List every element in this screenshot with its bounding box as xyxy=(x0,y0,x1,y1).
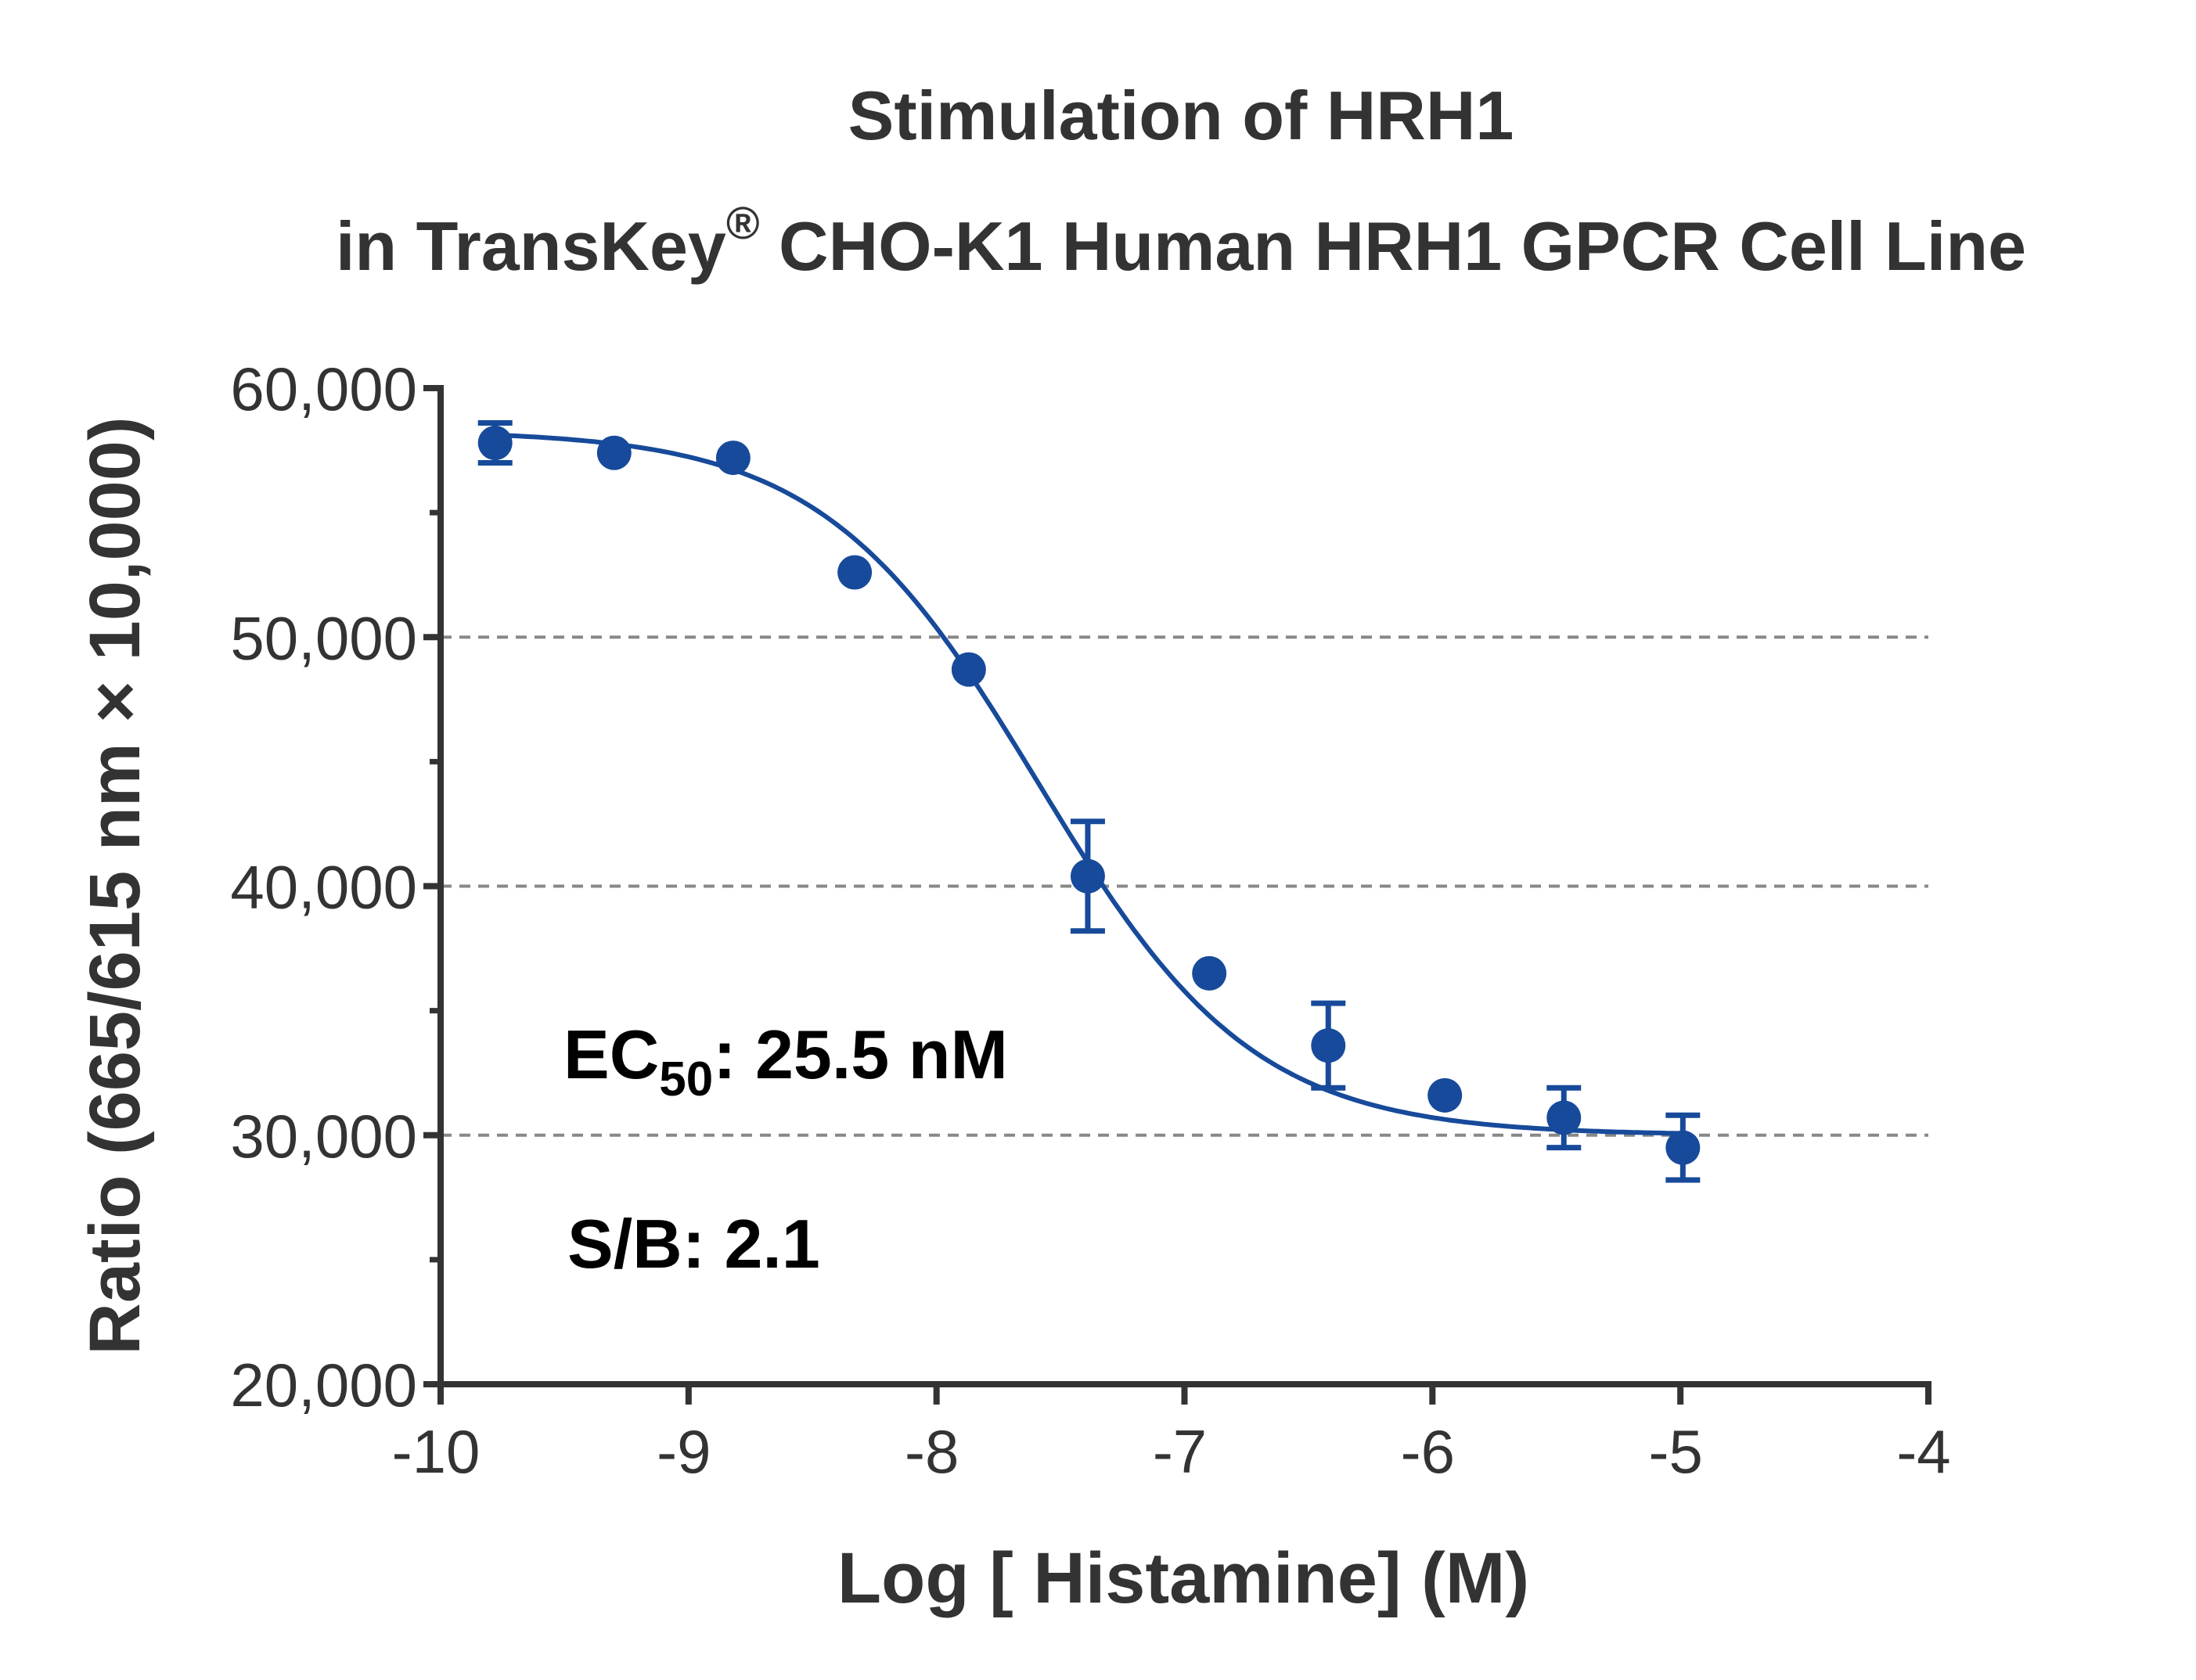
sb-annotation: S/B: 2.1 xyxy=(567,1205,820,1282)
chart-title: Stimulation of HRH1 xyxy=(848,77,1514,154)
data-point xyxy=(1546,1100,1582,1135)
data-point xyxy=(596,435,632,470)
x-tick-label: -9 xyxy=(657,1417,711,1486)
x-tick-label: -5 xyxy=(1648,1417,1702,1486)
y-tick-label: 40,000 xyxy=(230,853,417,922)
y-tick-label: 30,000 xyxy=(230,1102,417,1171)
y-axis-title: Ratio (665/615 nm × 10,000) xyxy=(75,416,155,1354)
data-point xyxy=(1311,1028,1346,1063)
data-point xyxy=(1070,858,1105,894)
y-tick-label: 50,000 xyxy=(230,603,417,672)
x-tick-label: -8 xyxy=(905,1417,959,1486)
data-point xyxy=(1427,1077,1463,1113)
ec50-annotation: EC50: 25.5 nM xyxy=(563,1016,1008,1106)
data-point xyxy=(477,426,513,461)
ec50-subscript: 50 xyxy=(659,1052,713,1106)
x-tick-label: -7 xyxy=(1153,1417,1207,1486)
subtitle-pre: in TransKey xyxy=(336,207,726,285)
x-tick-label: -4 xyxy=(1896,1417,1950,1486)
y-tick-label: 20,000 xyxy=(230,1351,417,1419)
data-points xyxy=(477,426,1701,1165)
y-tick-label: 60,000 xyxy=(230,354,417,423)
x-axis-title: Log [ Histamine] (M) xyxy=(837,1538,1529,1618)
data-point xyxy=(837,555,873,590)
data-point xyxy=(1665,1130,1701,1165)
subtitle-post: CHO-K1 Human HRH1 GPCR Cell Line xyxy=(760,207,2026,285)
data-point xyxy=(1192,955,1227,991)
data-point xyxy=(951,652,986,687)
x-tick-label: -6 xyxy=(1401,1417,1455,1486)
ec50-prefix: EC xyxy=(563,1016,659,1093)
chart-subtitle: in TransKey® CHO-K1 Human HRH1 GPCR Cell… xyxy=(336,198,2026,285)
x-tick-label: -10 xyxy=(392,1417,481,1486)
ec50-value: : 25.5 nM xyxy=(713,1016,1008,1093)
x-ticks: -10 -9 -8 -7 -6 -5 -4 xyxy=(392,1384,1951,1486)
fit-curve xyxy=(495,432,1683,1136)
data-point xyxy=(715,441,751,476)
y-ticks: 20,000 30,000 40,000 50,000 60,000 xyxy=(230,354,441,1419)
subtitle-registered-mark: ® xyxy=(726,198,760,249)
